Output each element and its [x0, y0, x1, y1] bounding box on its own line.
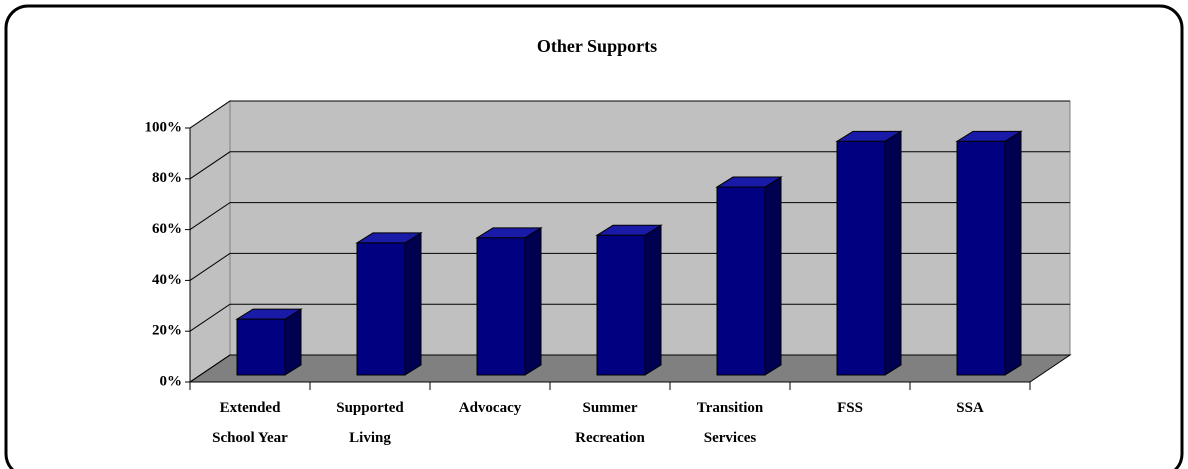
chart-title: Other Supports	[537, 36, 657, 56]
bar-side	[644, 224, 662, 376]
bar	[956, 140, 1006, 376]
x-tick-label: SSA	[956, 400, 984, 416]
y-tick-label: 60%	[152, 221, 182, 237]
y-tick-label: 40%	[152, 272, 182, 288]
bar-side	[1004, 130, 1022, 376]
bar-side	[764, 176, 782, 376]
y-tick-label: 80%	[152, 170, 182, 186]
y-tick-label: 100%	[145, 119, 183, 135]
x-tick-label: Transition Services	[696, 400, 764, 446]
bar	[596, 234, 646, 376]
grid-line	[189, 354, 1070, 383]
grid-line	[189, 252, 1070, 281]
x-tick-label: FSS	[837, 400, 863, 416]
bar-side	[524, 226, 542, 376]
grid-line	[189, 202, 1070, 231]
x-tick-label: Supported Living	[336, 400, 404, 446]
bar	[836, 140, 886, 376]
bar-side	[404, 232, 422, 376]
side-wall	[189, 100, 231, 383]
bar	[236, 318, 286, 376]
bar	[476, 237, 526, 376]
bar	[716, 186, 766, 376]
grid-line	[189, 100, 1070, 129]
grid-line	[189, 303, 1070, 332]
y-tick-label: 20%	[152, 323, 182, 339]
grid-line	[189, 151, 1070, 180]
x-tick-label: Advocacy	[458, 400, 522, 416]
y-tick-label: 0%	[160, 373, 183, 389]
x-tick-label: Summer Recreation	[575, 400, 645, 446]
bar-side	[284, 308, 302, 376]
x-tick-label: Extended School Year	[212, 400, 288, 446]
bar	[356, 242, 406, 376]
bar-side	[884, 130, 902, 376]
